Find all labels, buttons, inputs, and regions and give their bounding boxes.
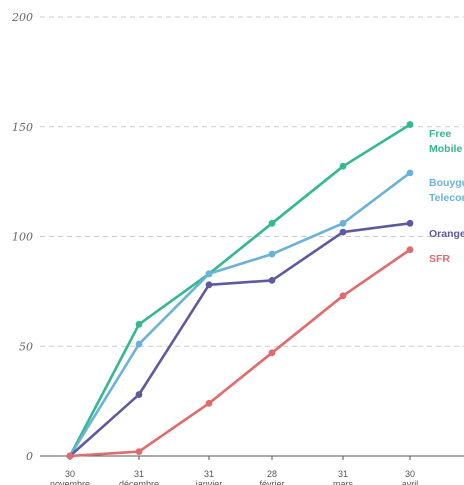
data-point (135, 391, 143, 398)
series-layer (66, 121, 414, 460)
data-point (406, 219, 414, 227)
data-point (406, 246, 414, 254)
grid-layer (40, 16, 464, 347)
data-point (205, 270, 213, 278)
x-tick-label-day: 30 (405, 469, 415, 479)
series-line (68, 123, 411, 457)
x-tick-label-day: 31 (134, 469, 144, 479)
legend-label: Orange (429, 228, 464, 240)
legend-label: Free (429, 128, 451, 140)
series-sfr (66, 246, 414, 460)
y-tick-label: 150 (12, 121, 33, 134)
data-point (406, 169, 414, 177)
x-tick-label-day: 31 (204, 469, 214, 479)
data-point (205, 281, 213, 289)
series-line (69, 248, 411, 458)
legend-label: SFR (429, 253, 450, 265)
legend: Free Mobile Bouygues Telecom Orange SFR (429, 128, 464, 265)
data-point (339, 162, 347, 170)
legend-label: Bouygues (429, 177, 464, 189)
data-point (135, 448, 143, 456)
x-tick-label-day: 31 (338, 469, 348, 479)
x-tick-label-month: février (259, 479, 284, 485)
y-tick-label: 0 (26, 450, 33, 463)
data-point (135, 340, 143, 348)
data-point (339, 219, 347, 227)
data-point (135, 320, 143, 328)
data-point (66, 452, 74, 460)
series-orange (66, 219, 414, 460)
data-point (268, 250, 276, 258)
series-bouygues-telecom (66, 169, 414, 460)
data-point (268, 349, 276, 357)
series-line (68, 171, 411, 457)
series-line (69, 222, 411, 457)
x-tick-label-month: décembre (119, 479, 159, 485)
data-point (406, 121, 414, 128)
x-tick-label-month: janvier (195, 479, 223, 485)
y-axis: 0 50 100 150 200 (11, 11, 33, 463)
legend-label: Mobile (429, 143, 462, 155)
y-tick-label: 50 (19, 340, 33, 353)
x-tick-label-month: mars (333, 479, 353, 485)
x-tick-label-month: avril (402, 479, 419, 485)
x-tick-label-day: 30 (65, 469, 75, 479)
data-point (268, 277, 276, 284)
y-tick-label: 100 (12, 231, 33, 244)
data-point (205, 399, 213, 407)
y-tick-label: 200 (11, 11, 33, 24)
x-axis: 30novembre31décembre31janvier28février31… (40, 455, 464, 485)
data-point (339, 228, 347, 236)
series-free-mobile (66, 121, 414, 460)
x-tick-label-month: novembre (50, 479, 90, 485)
legend-label: Telecom (429, 192, 464, 204)
data-point (268, 219, 276, 227)
data-point (339, 292, 347, 300)
x-tick-label-day: 28 (267, 469, 277, 479)
